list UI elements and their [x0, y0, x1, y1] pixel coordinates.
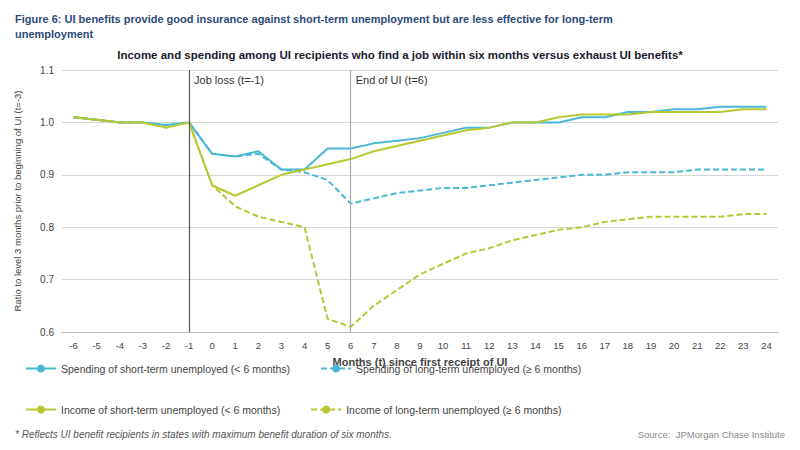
svg-text:Job loss (t=-1): Job loss (t=-1) [194, 74, 264, 86]
svg-text:14: 14 [530, 340, 541, 351]
svg-text:Income of short-term unemploye: Income of short-term unemployed (< 6 mon… [61, 404, 280, 416]
svg-text:19: 19 [646, 340, 657, 351]
svg-text:0.6: 0.6 [40, 327, 54, 338]
svg-text:Ratio to level 3 months prior: Ratio to level 3 months prior to beginni… [12, 91, 23, 312]
svg-text:Income of long-term unemployed: Income of long-term unemployed (≥ 6 mont… [346, 404, 561, 416]
svg-text:4: 4 [302, 340, 307, 351]
svg-text:1.0: 1.0 [40, 117, 54, 128]
svg-text:2: 2 [256, 340, 261, 351]
svg-text:-1: -1 [185, 340, 193, 351]
svg-text:12: 12 [484, 340, 495, 351]
svg-text:0: 0 [209, 340, 214, 351]
svg-text:7: 7 [371, 340, 376, 351]
svg-text:22: 22 [715, 340, 726, 351]
svg-text:-2: -2 [162, 340, 170, 351]
svg-text:10: 10 [438, 340, 449, 351]
svg-text:17: 17 [599, 340, 610, 351]
svg-text:20: 20 [669, 340, 680, 351]
svg-text:24: 24 [761, 340, 772, 351]
svg-text:0.9: 0.9 [40, 169, 54, 180]
svg-text:* Reflects UI benefit recipien: * Reflects UI benefit recipients in stat… [15, 429, 392, 440]
svg-text:Months (t) since first receipt: Months (t) since first receipt of UI [332, 355, 508, 368]
svg-text:18: 18 [623, 340, 634, 351]
svg-text:1: 1 [233, 340, 238, 351]
svg-text:Income and spending among UI r: Income and spending among UI recipients … [117, 49, 683, 61]
svg-text:Source: JPMorgan Chase Instit: Source: JPMorgan Chase Institute [638, 429, 785, 440]
svg-text:-4: -4 [116, 340, 124, 351]
svg-text:Figure 6: UI benefits provide: Figure 6: UI benefits provide good insur… [15, 13, 613, 25]
svg-text:-6: -6 [69, 340, 77, 351]
svg-text:8: 8 [394, 340, 399, 351]
svg-text:-3: -3 [139, 340, 147, 351]
svg-text:9: 9 [417, 340, 422, 351]
svg-text:6: 6 [348, 340, 353, 351]
svg-text:End of UI (t=6): End of UI (t=6) [356, 74, 428, 86]
svg-text:0.7: 0.7 [40, 274, 54, 285]
svg-text:-5: -5 [92, 340, 100, 351]
svg-text:0.8: 0.8 [40, 222, 54, 233]
svg-text:unemployment: unemployment [15, 28, 94, 40]
svg-text:1.1: 1.1 [40, 65, 54, 76]
svg-text:11: 11 [461, 340, 471, 351]
svg-text:16: 16 [576, 340, 587, 351]
svg-text:21: 21 [692, 340, 703, 351]
svg-text:Spending of long-term unemploy: Spending of long-term unemployed (≥ 6 mo… [356, 363, 581, 375]
svg-text:Spending of short-term unemplo: Spending of short-term unemployed (< 6 m… [61, 363, 290, 375]
svg-text:13: 13 [507, 340, 518, 351]
svg-text:3: 3 [279, 340, 284, 351]
svg-text:15: 15 [553, 340, 564, 351]
svg-text:23: 23 [738, 340, 749, 351]
svg-text:5: 5 [325, 340, 330, 351]
